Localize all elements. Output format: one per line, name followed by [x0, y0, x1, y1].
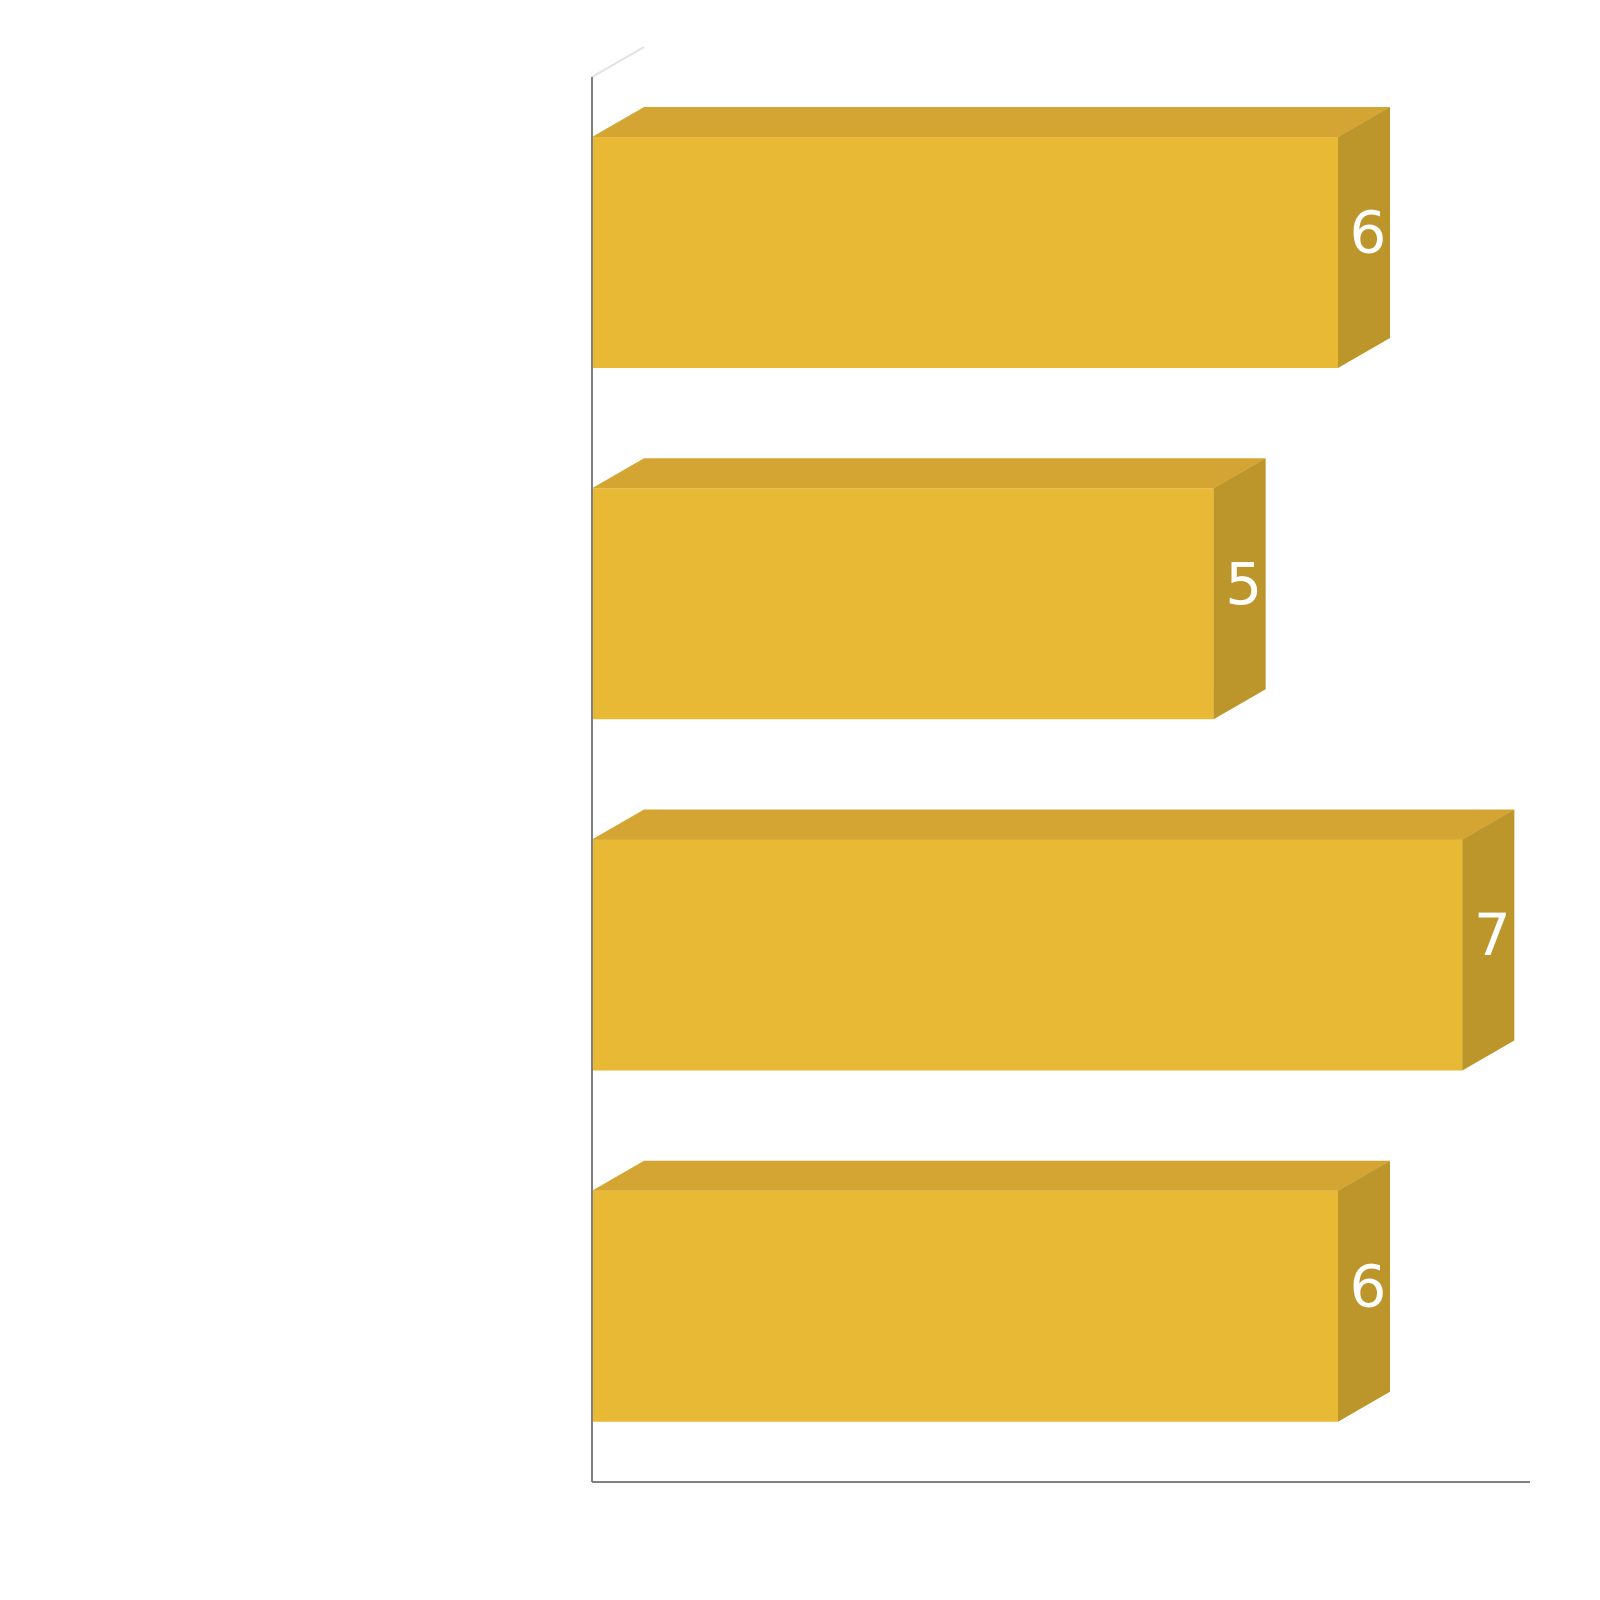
bar-4: 6	[592, 1160, 1390, 1422]
bar-front-face	[592, 137, 1338, 368]
axis-layer	[591, 77, 1530, 1483]
bar-2: 5	[592, 458, 1266, 720]
bar-top-face	[592, 1160, 1390, 1191]
bar-side-face	[1462, 809, 1515, 1071]
bars-layer: 6 5 7 6	[592, 107, 1515, 1422]
bar-value-label: 6	[1350, 1252, 1387, 1320]
bar-top-face	[592, 107, 1390, 137]
bar-value-label: 6	[1350, 199, 1387, 267]
bar-front-face	[592, 488, 1214, 720]
bar-top-face	[592, 809, 1515, 840]
bar-front-face	[592, 839, 1463, 1071]
back-axis-line	[591, 46, 645, 78]
bar-top-face	[592, 458, 1266, 489]
bar-3: 7	[592, 809, 1515, 1071]
bar-front-face	[592, 1190, 1338, 1422]
bar-side-face	[1213, 458, 1266, 720]
bar-value-label: 7	[1474, 901, 1511, 969]
bar-value-label: 5	[1225, 550, 1262, 618]
back-axis-layer	[591, 46, 645, 78]
bar-1: 6	[592, 107, 1390, 368]
bar-side-face	[1338, 107, 1390, 368]
bar-side-face	[1338, 1160, 1390, 1422]
